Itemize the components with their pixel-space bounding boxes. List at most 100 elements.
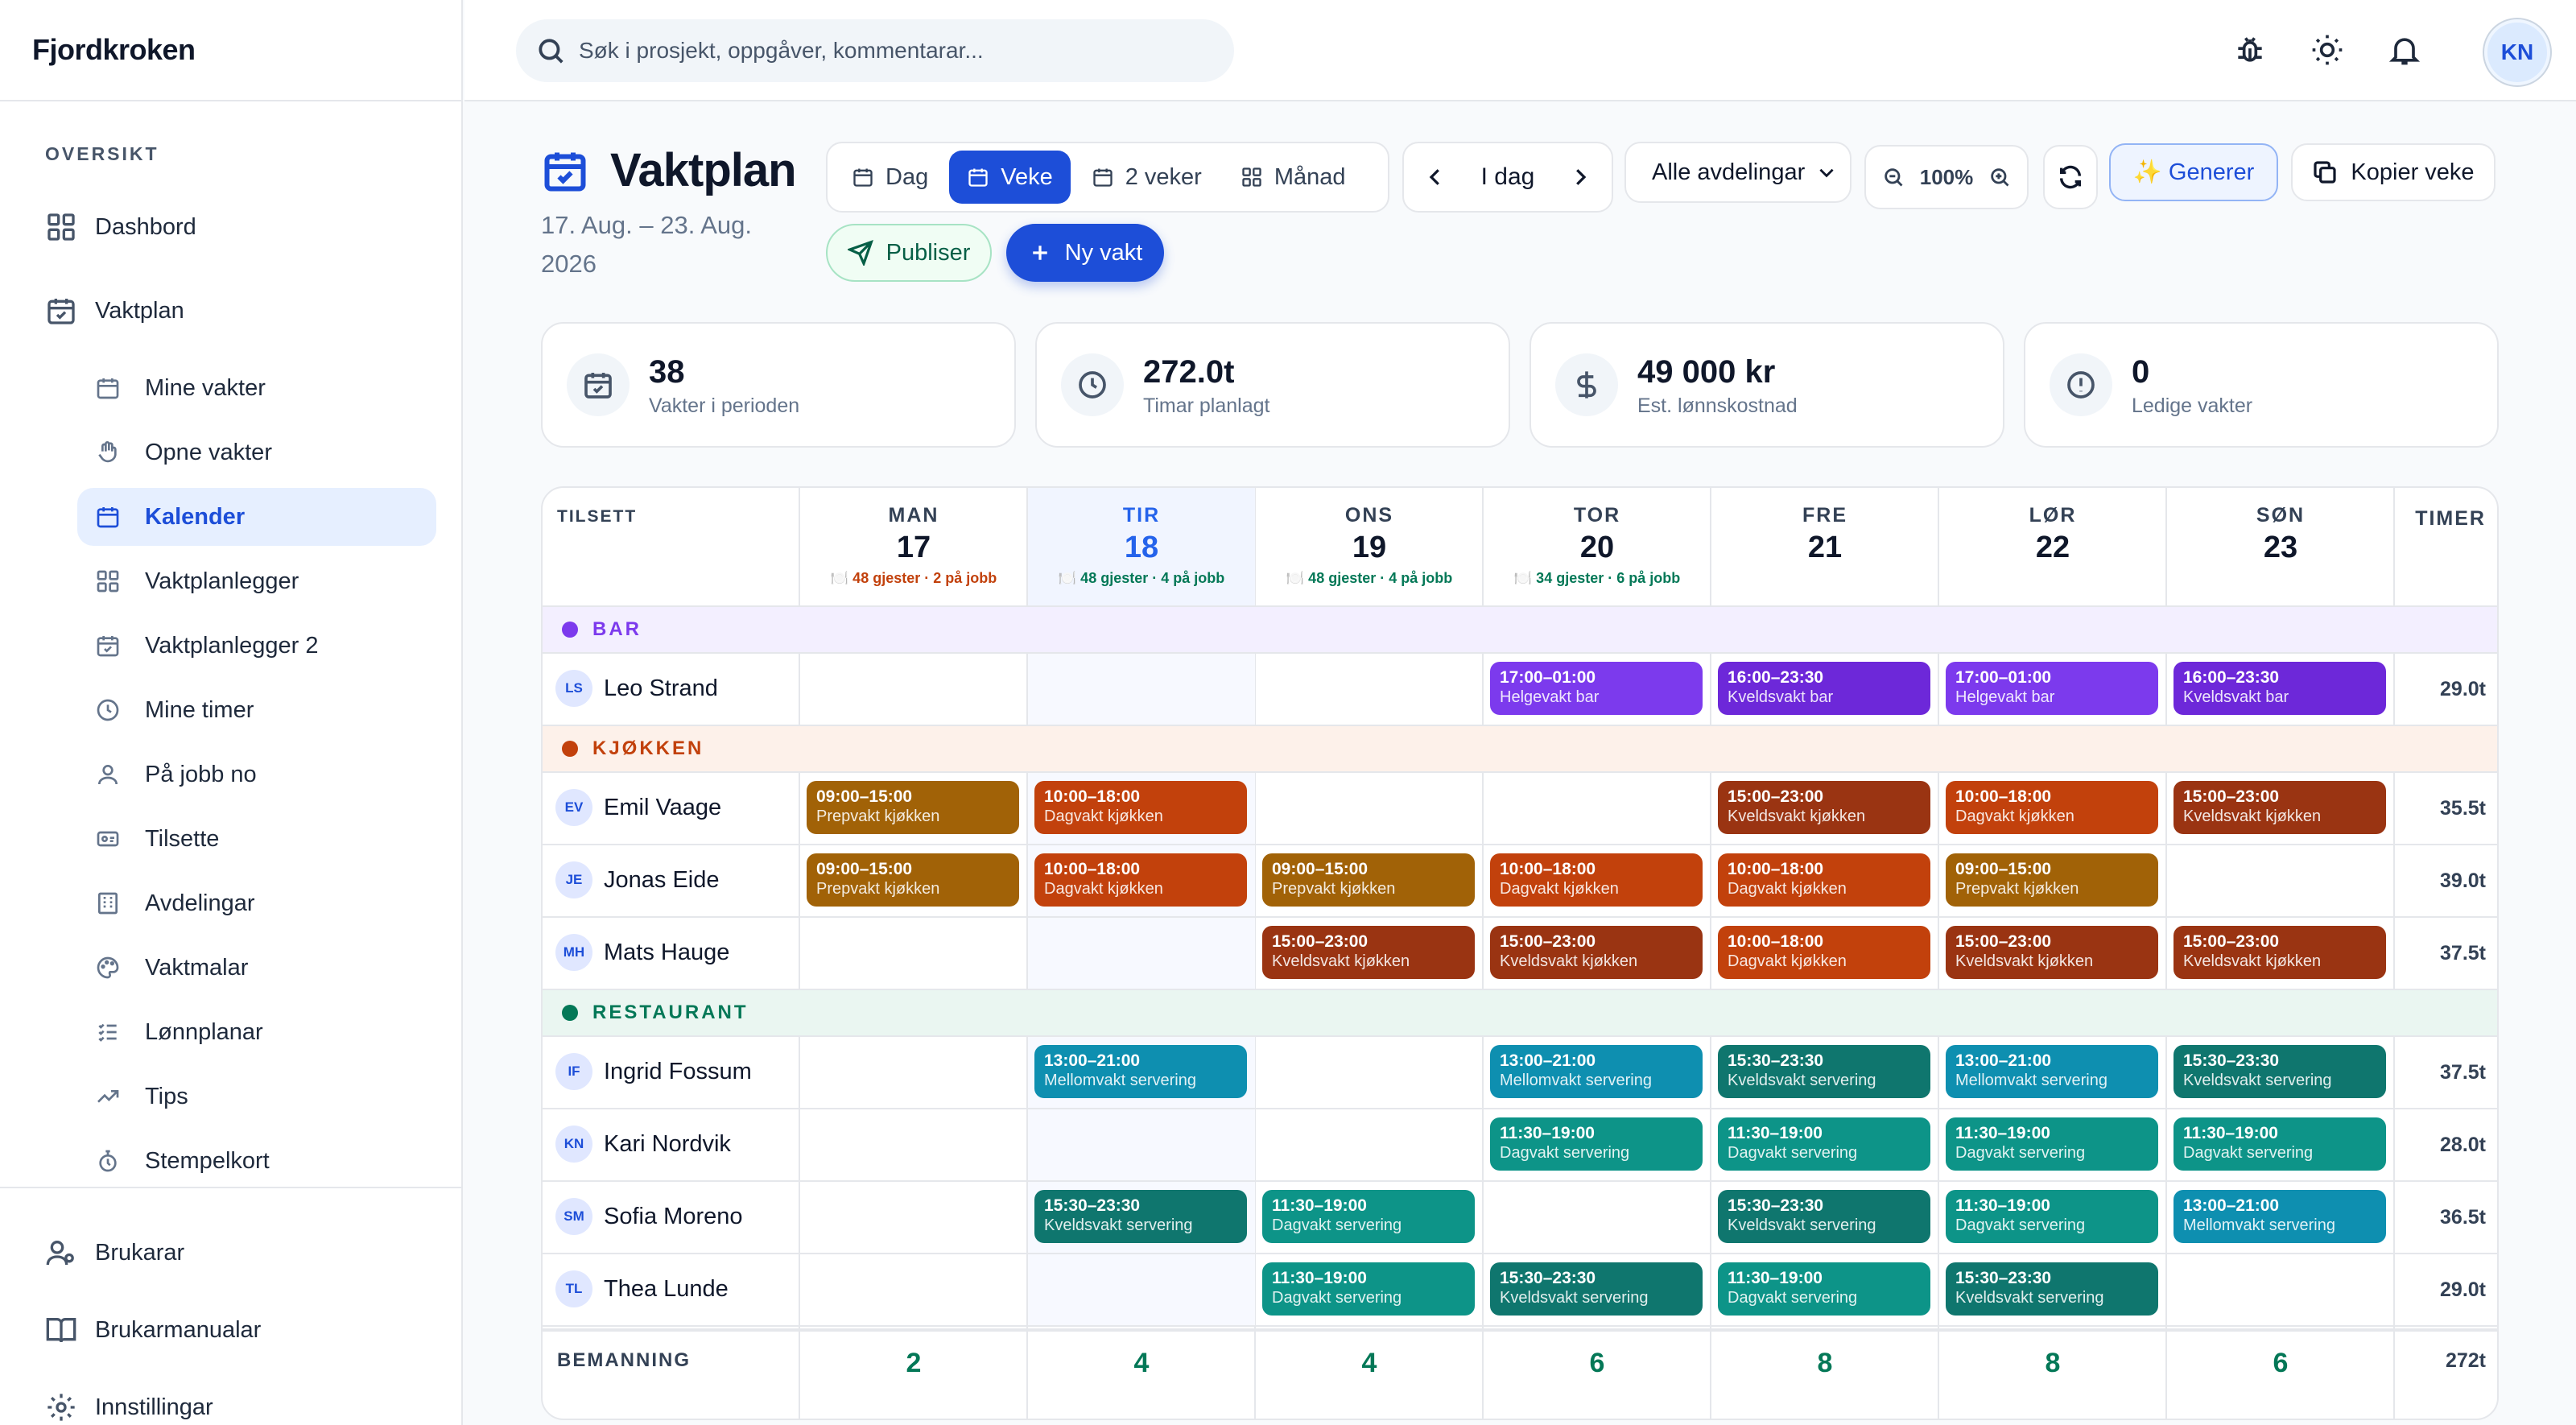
shift-block[interactable]: 11:30–19:00 Dagvakt servering (1718, 1262, 1930, 1316)
shift-block[interactable]: 15:00–23:00 Kveldsvakt kjøkken (1718, 781, 1930, 834)
view-veke-button[interactable]: Veke (949, 151, 1071, 204)
shift-block[interactable]: 09:00–15:00 Prepvakt kjøkken (807, 781, 1019, 834)
department-select[interactable]: Alle avdelingar (1624, 142, 1852, 203)
day-header[interactable]: MAN 17 🍽️ 48 gjester · 2 på jobb (800, 488, 1027, 605)
shift-block[interactable]: 15:30–23:30 Kveldsvakt servering (1490, 1262, 1703, 1316)
sidebar-subitem-vaktplanlegger[interactable]: Vaktplanlegger (77, 552, 436, 610)
shift-block[interactable]: 13:00–21:00 Mellomvakt servering (2174, 1190, 2386, 1243)
sidebar-subitem-mine-timer[interactable]: Mine timer (77, 681, 436, 739)
sidebar-subitem-stempelkort[interactable]: Stempelkort (77, 1132, 436, 1190)
grid-icon (1242, 167, 1261, 187)
employee-name-cell[interactable]: IF Ingrid Fossum (555, 1053, 752, 1090)
shift-block[interactable]: 11:30–19:00 Dagvakt servering (1718, 1117, 1930, 1171)
shift-block[interactable]: 17:00–01:00 Helgevakt bar (1946, 662, 2158, 715)
shift-block[interactable]: 11:30–19:00 Dagvakt servering (1490, 1117, 1703, 1171)
employee-name-cell[interactable]: MH Mats Hauge (555, 934, 729, 971)
shift-block[interactable]: 15:30–23:30 Kveldsvakt servering (2174, 1045, 2386, 1098)
stat-card-open: 0 Ledige vakter (2024, 322, 2499, 448)
shift-block[interactable]: 10:00–18:00 Dagvakt kjøkken (1718, 853, 1930, 907)
shift-block[interactable]: 13:00–21:00 Mellomvakt servering (1490, 1045, 1703, 1098)
shift-block[interactable]: 13:00–21:00 Mellomvakt servering (1946, 1045, 2158, 1098)
shift-block[interactable]: 11:30–19:00 Dagvakt servering (1262, 1190, 1475, 1243)
shift-block[interactable]: 16:00–23:30 Kveldsvakt bar (2174, 662, 2386, 715)
sidebar-item-innstillingar[interactable]: Innstillingar (45, 1391, 213, 1423)
sun-icon[interactable] (2310, 32, 2345, 68)
sidebar-item-dashbord[interactable]: Dashbord (45, 211, 196, 243)
bug-icon[interactable] (2232, 32, 2268, 68)
user-avatar[interactable]: KN (2484, 19, 2550, 85)
new-shift-button[interactable]: Ny vakt (1006, 224, 1164, 282)
sidebar-subitem-mine-vakter[interactable]: Mine vakter (77, 359, 436, 417)
shift-block[interactable]: 15:00–23:00 Kveldsvakt kjøkken (1262, 926, 1475, 979)
shift-block[interactable]: 10:00–18:00 Dagvakt kjøkken (1034, 781, 1247, 834)
sidebar-subitem-avdelingar[interactable]: Avdelingar (77, 874, 436, 932)
day-header[interactable]: TOR 20 🍽️ 34 gjester · 6 på jobb (1484, 488, 1711, 605)
sidebar-subitem-tips[interactable]: Tips (77, 1068, 436, 1126)
employee-name-cell[interactable]: JE Jonas Eide (555, 861, 720, 898)
shift-block[interactable]: 11:30–19:00 Dagvakt servering (1946, 1117, 2158, 1171)
day-header[interactable]: ONS 19 🍽️ 48 gjester · 4 på jobb (1256, 488, 1483, 605)
sidebar-subitem-lønnplanar[interactable]: Lønnplanar (77, 1003, 436, 1061)
shift-block[interactable]: 17:00–01:00 Helgevakt bar (1490, 662, 1703, 715)
sidebar-subitem-tilsette[interactable]: Tilsette (77, 810, 436, 868)
sidebar-subitem-kalender[interactable]: Kalender (77, 488, 436, 546)
copy-week-button[interactable]: Kopier veke (2291, 143, 2496, 201)
zoom-out-icon[interactable] (1882, 166, 1905, 188)
today-button[interactable]: I dag (1480, 163, 1535, 190)
shift-block[interactable]: 15:30–23:30 Kveldsvakt servering (1034, 1190, 1247, 1243)
view-manad-button[interactable]: Månad (1223, 151, 1364, 204)
chevron-left-icon[interactable] (1423, 165, 1447, 189)
search-bar[interactable] (516, 19, 1234, 82)
shift-block[interactable]: 15:00–23:00 Kveldsvakt kjøkken (1490, 926, 1703, 979)
shift-block[interactable]: 13:00–21:00 Mellomvakt servering (1034, 1045, 1247, 1098)
app-logo[interactable]: Fjordkroken (0, 0, 461, 101)
publish-button[interactable]: Publiser (826, 224, 992, 282)
shift-block[interactable]: 10:00–18:00 Dagvakt kjøkken (1034, 853, 1247, 907)
shift-block[interactable]: 15:30–23:30 Kveldsvakt servering (1718, 1045, 1930, 1098)
shift-block[interactable]: 11:30–19:00 Dagvakt servering (1946, 1190, 2158, 1243)
day-header[interactable]: LØR 22 (1939, 488, 2166, 605)
shift-block[interactable]: 09:00–15:00 Prepvakt kjøkken (1262, 853, 1475, 907)
shift-block[interactable]: 11:30–19:00 Dagvakt servering (1262, 1262, 1475, 1316)
shift-block[interactable]: 15:30–23:30 Kveldsvakt servering (1946, 1262, 2158, 1316)
shift-time: 15:00–23:00 (1955, 932, 2052, 951)
bell-icon[interactable] (2387, 32, 2422, 68)
day-header[interactable]: TIR 18 🍽️ 48 gjester · 4 på jobb (1028, 488, 1255, 605)
employee-name-cell[interactable]: KN Kari Nordvik (555, 1126, 731, 1163)
shift-block[interactable]: 10:00–18:00 Dagvakt kjøkken (1946, 781, 2158, 834)
employee-name-cell[interactable]: EV Emil Vaage (555, 789, 721, 826)
employee-name-cell[interactable]: TL Thea Lunde (555, 1270, 729, 1307)
staffing-count: 8 (2045, 1348, 2061, 1378)
view-2veker-button[interactable]: 2 veker (1074, 151, 1220, 204)
sidebar-subitem-opne-vakter[interactable]: Opne vakter (77, 423, 436, 481)
generate-button[interactable]: ✨ Generer (2109, 143, 2278, 201)
search-input[interactable] (579, 38, 1207, 64)
shift-block[interactable]: 09:00–15:00 Prepvakt kjøkken (807, 853, 1019, 907)
shift-time: 11:30–19:00 (1728, 1269, 1823, 1287)
shift-block[interactable]: 09:00–15:00 Prepvakt kjøkken (1946, 853, 2158, 907)
shift-block[interactable]: 15:00–23:00 Kveldsvakt kjøkken (1946, 926, 2158, 979)
zoom-in-icon[interactable] (1988, 166, 2011, 188)
sidebar-item-brukarmanualar[interactable]: Brukarmanualar (45, 1314, 261, 1346)
day-header[interactable]: FRE 21 (1711, 488, 1938, 605)
view-dag-button[interactable]: Dag (834, 151, 946, 204)
sidebar-subitem-vaktplanlegger-2[interactable]: Vaktplanlegger 2 (77, 617, 436, 675)
sidebar-subitem-vaktmalar[interactable]: Vaktmalar (77, 939, 436, 997)
sidebar-subitem-på-jobb-no[interactable]: På jobb no (77, 746, 436, 803)
refresh-button[interactable] (2043, 145, 2098, 209)
shift-label: Prepvakt kjøkken (1272, 880, 1396, 898)
sidebar-item-brukarar[interactable]: Brukarar (45, 1237, 184, 1269)
day-number: 19 (1352, 531, 1387, 564)
day-header[interactable]: SØN 23 (2167, 488, 2394, 605)
shift-block[interactable]: 15:00–23:00 Kveldsvakt kjøkken (2174, 926, 2386, 979)
sidebar-item-vaktplan[interactable]: Vaktplan (45, 295, 184, 327)
shift-block[interactable]: 15:30–23:30 Kveldsvakt servering (1718, 1190, 1930, 1243)
shift-block[interactable]: 10:00–18:00 Dagvakt kjøkken (1718, 926, 1930, 979)
shift-block[interactable]: 15:00–23:00 Kveldsvakt kjøkken (2174, 781, 2386, 834)
chevron-right-icon[interactable] (1568, 165, 1592, 189)
employee-name-cell[interactable]: LS Leo Strand (555, 670, 718, 707)
shift-block[interactable]: 16:00–23:30 Kveldsvakt bar (1718, 662, 1930, 715)
employee-name-cell[interactable]: SM Sofia Moreno (555, 1198, 743, 1235)
shift-block[interactable]: 11:30–19:00 Dagvakt servering (2174, 1117, 2386, 1171)
shift-block[interactable]: 10:00–18:00 Dagvakt kjøkken (1490, 853, 1703, 907)
